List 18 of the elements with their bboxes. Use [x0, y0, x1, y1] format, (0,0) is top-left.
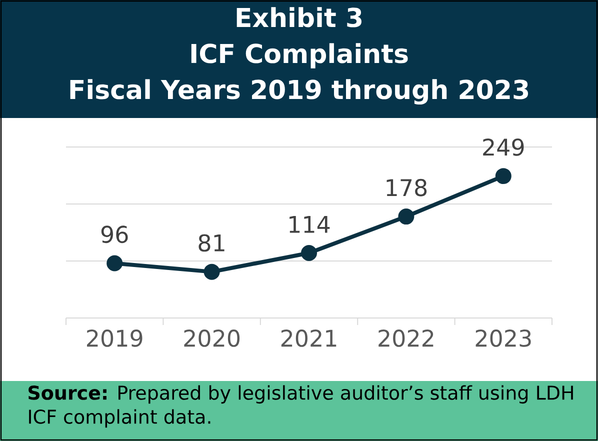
- data-label: 96: [101, 226, 128, 244]
- data-label: 81: [198, 234, 224, 252]
- point: [495, 168, 512, 184]
- point: [204, 264, 220, 280]
- point: [106, 255, 123, 272]
- x-tick-label: 2023: [476, 330, 531, 347]
- x-tick-label: 2021: [281, 330, 336, 347]
- text: Source: Prepared by legislative auditor’s staff using LDH ICF complaint data.: [28, 385, 573, 428]
- x-tick-label: 2022: [378, 330, 434, 347]
- point: [398, 208, 414, 225]
- chart-subtitle: ICF Complaints Fiscal Years 2019 through 2023: [70, 43, 528, 105]
- data-label: 114: [290, 216, 330, 233]
- data-label: 178: [386, 178, 427, 196]
- chart-title: Exhibit 3: [236, 7, 362, 28]
- point: [301, 245, 317, 262]
- x-tick-label: 2019: [87, 330, 142, 347]
- x-tick-label: 2020: [184, 330, 240, 347]
- data-label: 249: [483, 138, 524, 156]
